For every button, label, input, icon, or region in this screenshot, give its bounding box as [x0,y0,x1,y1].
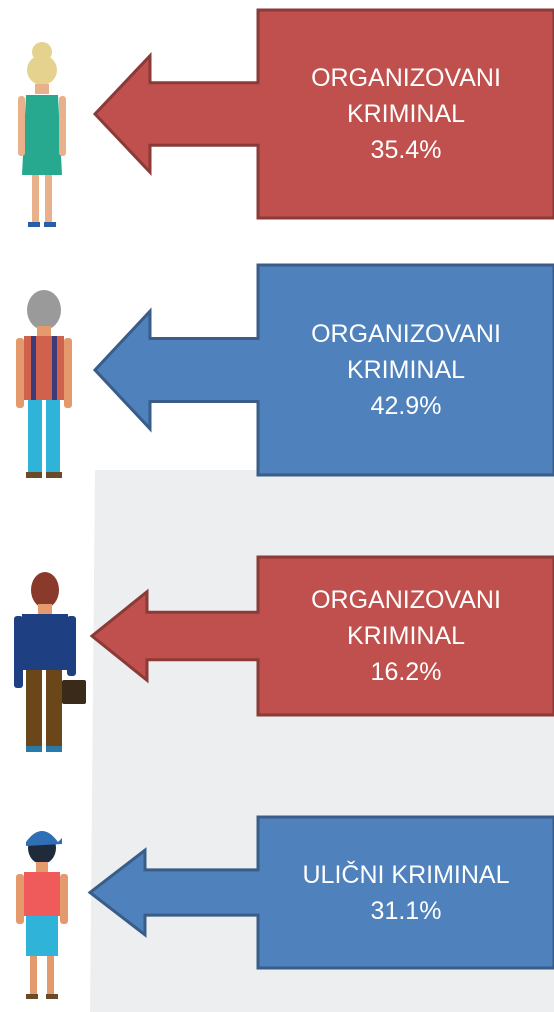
person-woman [18,42,66,227]
percentage: 16.2% [268,654,544,690]
percentage: 42.9% [268,388,544,424]
person-man [14,572,86,752]
page: (() => { const data = JSON.parse(documen… [0,0,554,1012]
crime-type: ORGANIZOVANI KRIMINAL [268,316,544,388]
crime-type: ORGANIZOVANI KRIMINAL [268,60,544,132]
crime-type: ULIČNI KRIMINAL [268,857,544,893]
person-boy [16,831,68,999]
percentage: 31.1% [268,893,544,929]
person-elder [16,290,72,478]
crime-type: ORGANIZOVANI KRIMINAL [268,582,544,654]
percentage: 35.4% [268,132,544,168]
